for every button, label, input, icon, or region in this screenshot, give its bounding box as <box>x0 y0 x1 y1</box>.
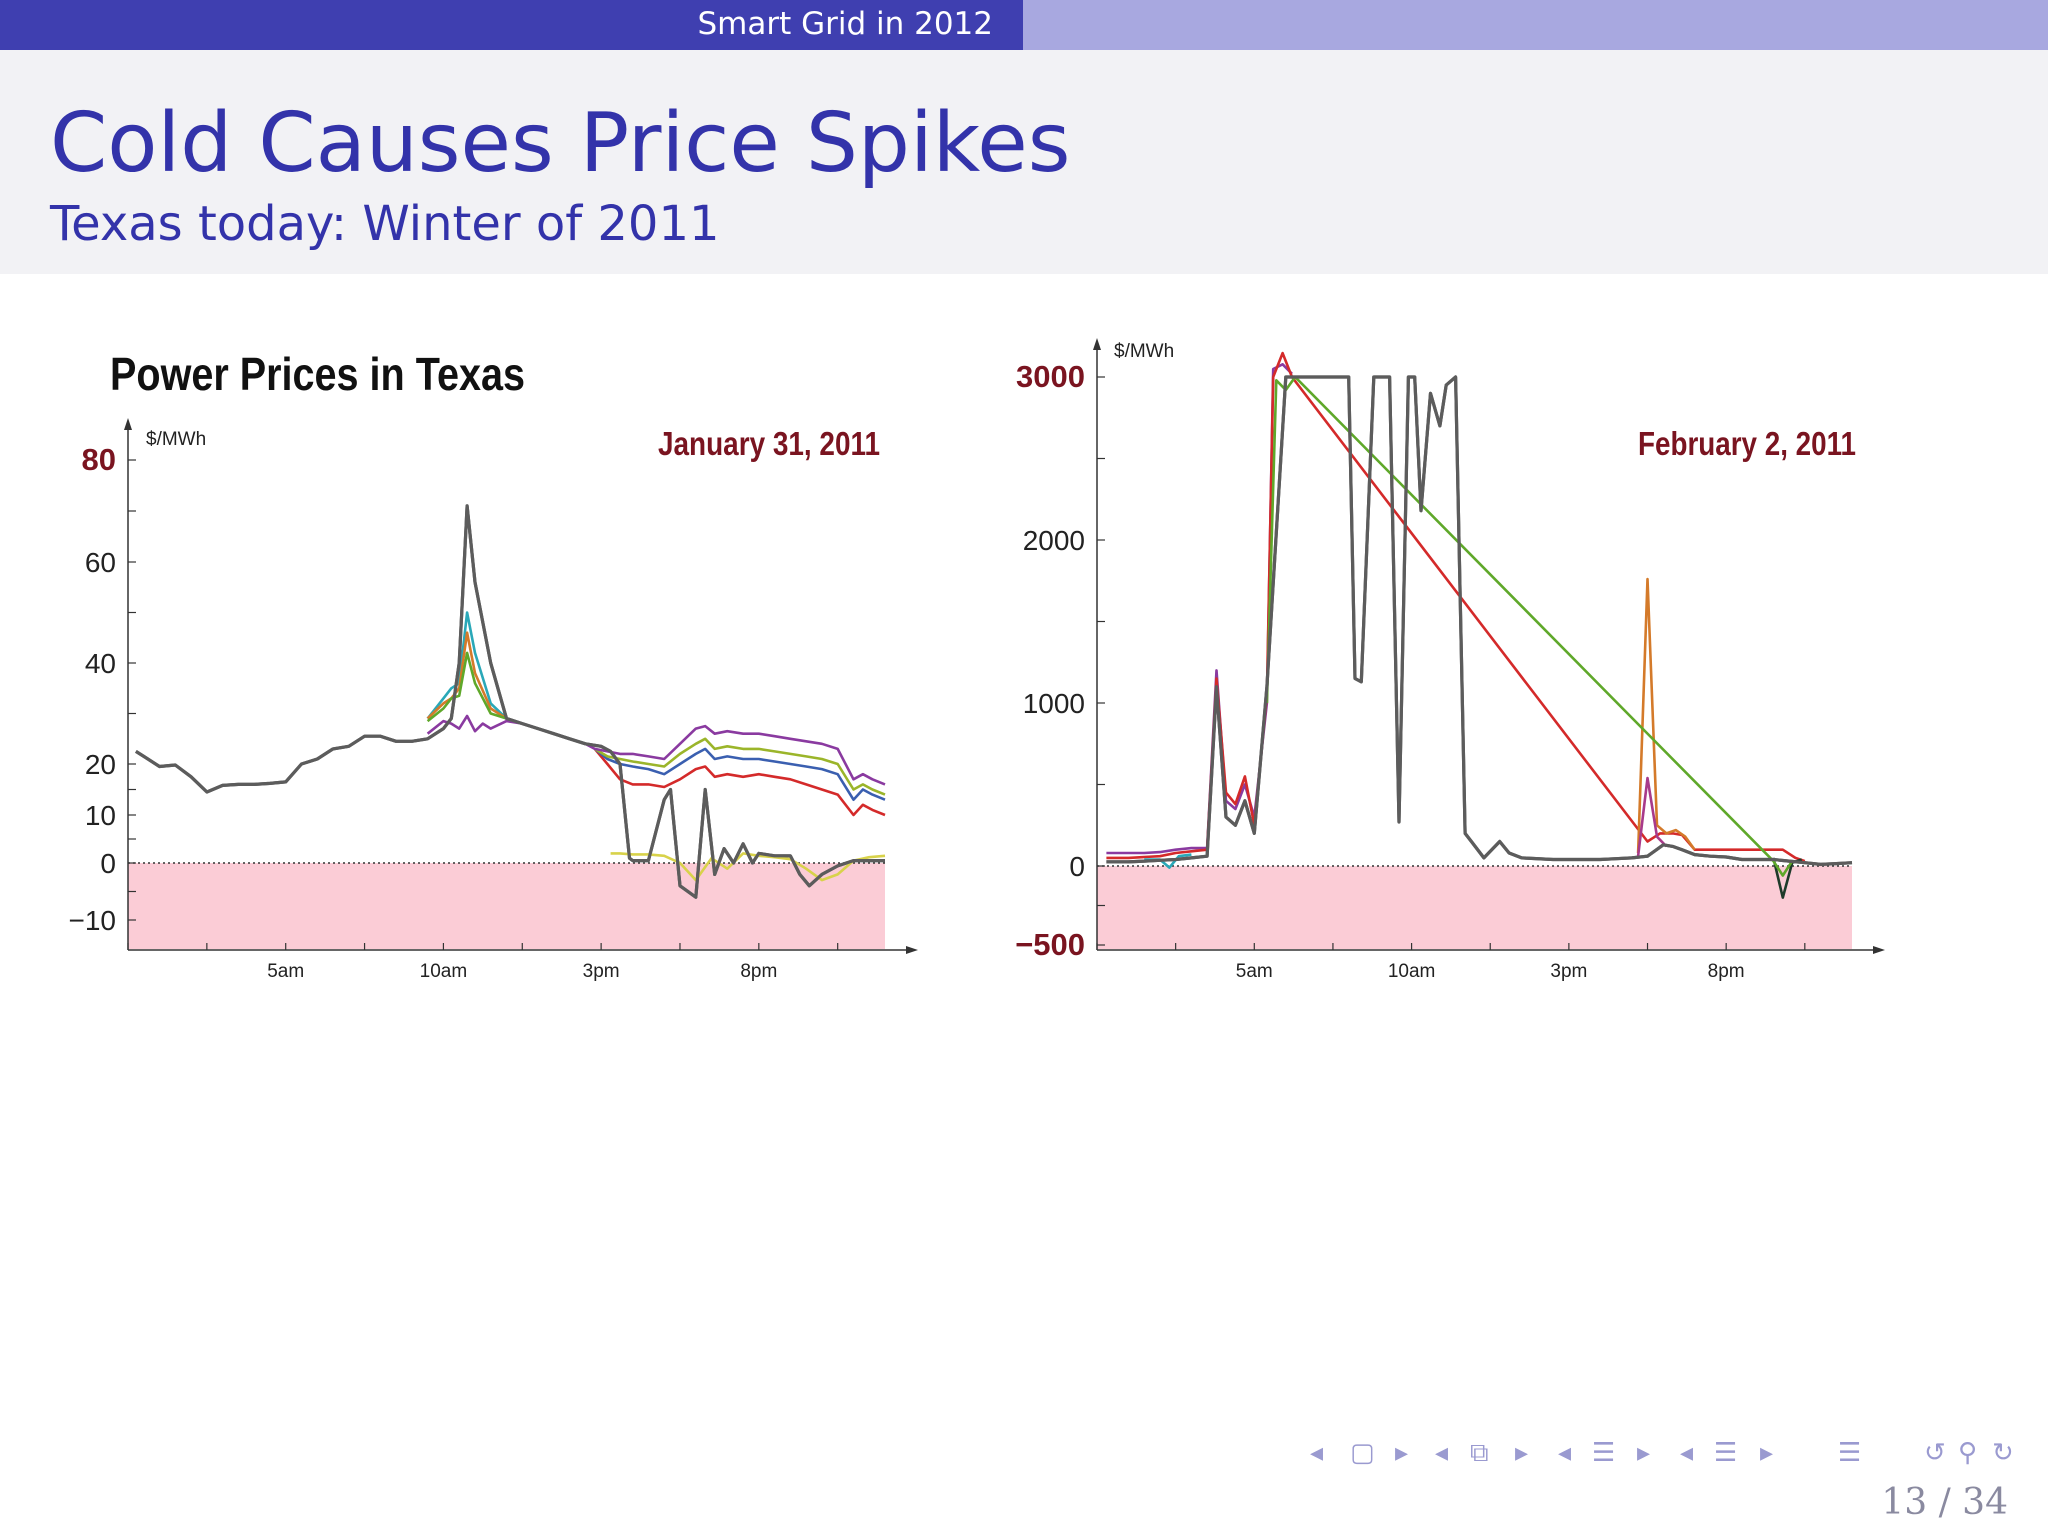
y-tick-label: 60 <box>85 547 116 578</box>
nav-next-frame-icon[interactable]: ▸ <box>1395 1438 1409 1468</box>
beamer-headline: Smart Grid in 2012 <box>0 0 2048 50</box>
y-tick-label: 20 <box>85 749 116 780</box>
series-line <box>610 852 886 882</box>
series-line <box>594 737 886 796</box>
chart-date-label: January 31, 2011 <box>658 425 880 462</box>
y-tick-label: 80 <box>82 442 116 477</box>
navigation-symbols: ◂ ▢ ▸ ◂ ⧉ ▸ ◂ ☰ ▸ ◂ ☰ ▸ ☰ ↺ ⚲ ↻ <box>1310 1438 2030 1478</box>
negative-price-region <box>128 863 885 949</box>
headline-right <box>1023 0 2048 50</box>
series-line <box>1636 577 1696 854</box>
negative-price-region <box>1097 866 1852 949</box>
nav-section-icon[interactable]: ☰ <box>1592 1438 1616 1468</box>
x-axis-arrow <box>1873 946 1885 954</box>
chart-title: Power Prices in Texas <box>110 348 525 400</box>
x-tick-label: 5am <box>1236 961 1273 982</box>
series-line <box>426 714 886 786</box>
series-line <box>1636 776 1668 857</box>
series-line <box>593 747 886 801</box>
nav-slide-icon[interactable]: ⧉ <box>1470 1438 1489 1468</box>
y-axis-label: $/MWh <box>1114 341 1174 362</box>
x-tick-label: 8pm <box>740 961 777 982</box>
x-tick-label: 3pm <box>1550 961 1587 982</box>
nav-forward-icon[interactable]: ↻ <box>1992 1438 2014 1468</box>
nav-frame-icon[interactable]: ▢ <box>1350 1438 1375 1468</box>
nav-prev-frame-icon[interactable]: ◂ <box>1310 1438 1324 1468</box>
x-tick-label: 10am <box>420 961 468 982</box>
series-line <box>426 631 508 720</box>
series-line <box>426 611 508 720</box>
y-tick-label: −500 <box>1015 927 1085 962</box>
y-axis-arrow <box>1093 338 1101 350</box>
y-axis-arrow <box>124 418 132 430</box>
y-tick-label: 1000 <box>1023 688 1085 719</box>
nav-prev-slide-icon[interactable]: ◂ <box>1435 1438 1449 1468</box>
y-tick-label: 3000 <box>1016 359 1085 394</box>
nav-next-slide-icon[interactable]: ▸ <box>1515 1438 1529 1468</box>
series-line <box>1106 375 1853 866</box>
nav-search-icon[interactable]: ⚲ <box>1958 1438 1978 1468</box>
y-tick-label: 40 <box>85 648 116 679</box>
nav-prev-subsection-icon[interactable]: ◂ <box>1680 1438 1694 1468</box>
series-line <box>1106 351 1806 863</box>
y-axis-label: $/MWh <box>146 429 206 450</box>
series-line <box>1772 857 1803 899</box>
x-tick-label: 8pm <box>1708 961 1745 982</box>
series-line <box>426 651 507 723</box>
slide-title: Cold Causes Price Spikes <box>50 96 1071 191</box>
y-tick-label: −10 <box>69 905 117 936</box>
series-line <box>1106 363 1293 855</box>
series-line-main <box>1106 375 1853 866</box>
section-title[interactable]: Smart Grid in 2012 <box>697 6 993 42</box>
nav-back-icon[interactable]: ↺ <box>1924 1438 1946 1468</box>
chart-date-label: February 2, 2011 <box>1638 425 1856 462</box>
series-line <box>1265 375 1794 877</box>
nav-next-section-icon[interactable]: ▸ <box>1637 1438 1651 1468</box>
y-tick-label: 0 <box>100 848 116 879</box>
y-tick-label: 0 <box>1069 851 1085 882</box>
x-tick-label: 10am <box>1388 961 1436 982</box>
series-line <box>135 504 885 899</box>
x-tick-label: 3pm <box>583 961 620 982</box>
slide-subtitle: Texas today: Winter of 2011 <box>50 196 720 252</box>
series-line-main <box>135 504 885 899</box>
series-line <box>1144 853 1192 869</box>
page-number: 13 / 34 <box>1881 1482 2008 1523</box>
nav-next-subsection-icon[interactable]: ▸ <box>1760 1438 1774 1468</box>
nav-subsection-icon[interactable]: ☰ <box>1714 1438 1738 1468</box>
nav-toc-icon[interactable]: ☰ <box>1838 1438 1862 1468</box>
series-line <box>593 748 886 817</box>
x-tick-label: 5am <box>267 961 304 982</box>
y-tick-label: 10 <box>85 800 116 831</box>
x-axis-arrow <box>906 946 918 954</box>
y-tick-label: 2000 <box>1023 525 1085 556</box>
frame-header: Cold Causes Price Spikes Texas today: Wi… <box>0 50 2048 274</box>
nav-prev-section-icon[interactable]: ◂ <box>1558 1438 1572 1468</box>
headline-left: Smart Grid in 2012 <box>0 0 1023 50</box>
